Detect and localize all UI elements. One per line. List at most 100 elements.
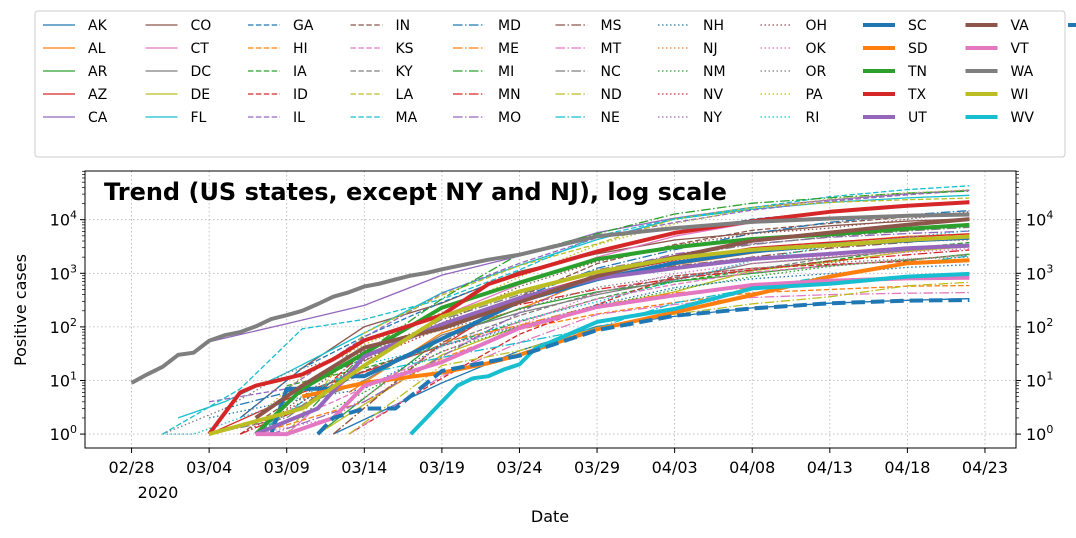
x-axis-label: Date	[531, 507, 569, 526]
legend-label-ga: GA	[293, 18, 314, 34]
legend-label-nm: NM	[703, 64, 726, 80]
series-line-wv	[409, 271, 970, 436]
y-tick-label-left: 101	[50, 369, 77, 390]
legend-label-mi: MI	[498, 64, 514, 80]
legend-label-oh: OH	[806, 18, 828, 34]
series-line-or	[162, 256, 970, 435]
legend-label-nv: NV	[703, 87, 723, 103]
legend-label-hi: HI	[293, 41, 308, 57]
series-line-la	[286, 197, 970, 435]
legend-label-il: IL	[293, 110, 305, 126]
plot-area: 02/28 03/04 03/09 03/14 03/19 03/24 03/29 04/03…	[11, 170, 1053, 526]
series-line-tn	[254, 222, 970, 436]
x-tick-label: 02/28	[108, 458, 154, 477]
series-line-nm	[332, 254, 970, 410]
series-line-wa	[130, 212, 970, 385]
legend-label-or: OR	[806, 64, 827, 80]
legend-label-nj: NJ	[703, 41, 718, 57]
series-line-de	[317, 245, 970, 435]
legend-label-ar: AR	[88, 64, 108, 80]
legend-label-az: AZ	[88, 87, 107, 103]
legend-label-tn: TN	[907, 64, 927, 80]
series-line-wi	[208, 234, 970, 437]
legend-label-wa: WA	[1011, 64, 1034, 80]
series-line-il	[208, 189, 970, 403]
x-tick-label: 04/03	[652, 458, 698, 477]
x-tick-label: 04/18	[884, 458, 930, 477]
plot-frame	[84, 170, 1017, 449]
series-line-mo	[270, 230, 970, 435]
legend-frame	[34, 10, 1066, 158]
y-tick-label-right: 100	[1026, 423, 1053, 444]
legend-label-in: IN	[396, 18, 411, 34]
legend-label-ks: KS	[396, 41, 414, 57]
x-tick-label: 03/09	[264, 458, 310, 477]
y-axis-label: Positive cases	[11, 254, 30, 366]
x-tick-label: 03/04	[186, 458, 232, 477]
x-tick-label: 03/29	[574, 458, 620, 477]
y-tick-label-left: 104	[50, 209, 77, 230]
legend-label-vt: VT	[1011, 41, 1030, 57]
legend-label-nd: ND	[601, 87, 622, 103]
series-line-co	[239, 218, 970, 419]
series-line-ok	[255, 247, 970, 435]
legend: AK AL AR AZ CA CO CT DC DE FL GA HI IA ID IL IN KS KY LA MA…	[34, 10, 1076, 158]
legend-label-va: VA	[1011, 18, 1030, 34]
legend-label-co: CO	[191, 18, 212, 34]
y-axis-ticks: 100 100 101 101 102 102 103 103 104 104	[50, 170, 1053, 444]
legend-label-ia: IA	[293, 64, 307, 80]
series-line-ca	[208, 189, 970, 343]
legend-label-ny: NY	[703, 110, 722, 126]
legend-label-ma: MA	[396, 110, 418, 126]
legend-label-pa: PA	[806, 87, 824, 103]
legend-label-dc: DC	[191, 64, 212, 80]
series-line-hi	[255, 284, 970, 435]
legend-label-fl: FL	[191, 110, 207, 126]
legend-label-al: AL	[88, 41, 106, 57]
x-tick-label: 03/14	[341, 458, 387, 477]
legend-label-sc: SC	[908, 18, 927, 34]
legend-label-wi: WI	[1011, 87, 1029, 103]
x-tick-label: 04/13	[807, 458, 853, 477]
legend-label-ct: CT	[191, 41, 210, 57]
legend-label-ms: MS	[601, 18, 622, 34]
y-tick-label-right: 104	[1026, 209, 1053, 230]
legend-label-md: MD	[498, 18, 521, 34]
legend-label-mn: MN	[498, 87, 521, 103]
legend-label-wv: WV	[1011, 110, 1035, 126]
x-tick-label: 03/24	[496, 458, 542, 477]
legend-label-de: DE	[191, 87, 211, 103]
series-line-mn	[239, 249, 970, 435]
x-offset-label: 2020	[138, 483, 179, 502]
series-line-mt	[348, 291, 970, 435]
legend-label-ak: AK	[88, 18, 108, 34]
legend-label-nc: NC	[601, 64, 621, 80]
series-line-va	[254, 217, 970, 420]
series-line-vt	[255, 275, 970, 437]
series-line-ky	[255, 245, 970, 435]
legend-label-nh: NH	[703, 18, 724, 34]
chart-title: Trend (US states, except NY and NJ), log…	[104, 178, 727, 206]
legend-label-tx: TX	[907, 87, 927, 103]
series-line-tx	[207, 200, 970, 436]
legend-label-ne: NE	[601, 110, 620, 126]
legend-label-mo: MO	[498, 110, 521, 126]
legend-label-ri: RI	[806, 110, 820, 126]
legend-label-ok: OK	[806, 41, 827, 57]
legend-label-id: ID	[293, 87, 308, 103]
series-line-sd	[301, 258, 970, 399]
legend-label-ky: KY	[396, 64, 414, 80]
series-lines	[130, 185, 970, 437]
x-axis-ticks: 02/28 03/04 03/09 03/14 03/19 03/24 03/29 04/03…	[108, 448, 1008, 477]
y-tick-label-left: 103	[50, 262, 77, 283]
x-tick-label: 04/08	[729, 458, 775, 477]
legend-label-ut: UT	[908, 110, 927, 126]
y-tick-label-left: 102	[50, 316, 77, 337]
y-tick-label-right: 102	[1026, 316, 1053, 337]
y-tick-label-left: 100	[50, 423, 77, 444]
legend-label-ca: CA	[88, 110, 108, 126]
y-tick-label-right: 101	[1026, 369, 1053, 390]
series-line-wy	[316, 298, 970, 436]
legend-label-me: ME	[498, 41, 519, 57]
